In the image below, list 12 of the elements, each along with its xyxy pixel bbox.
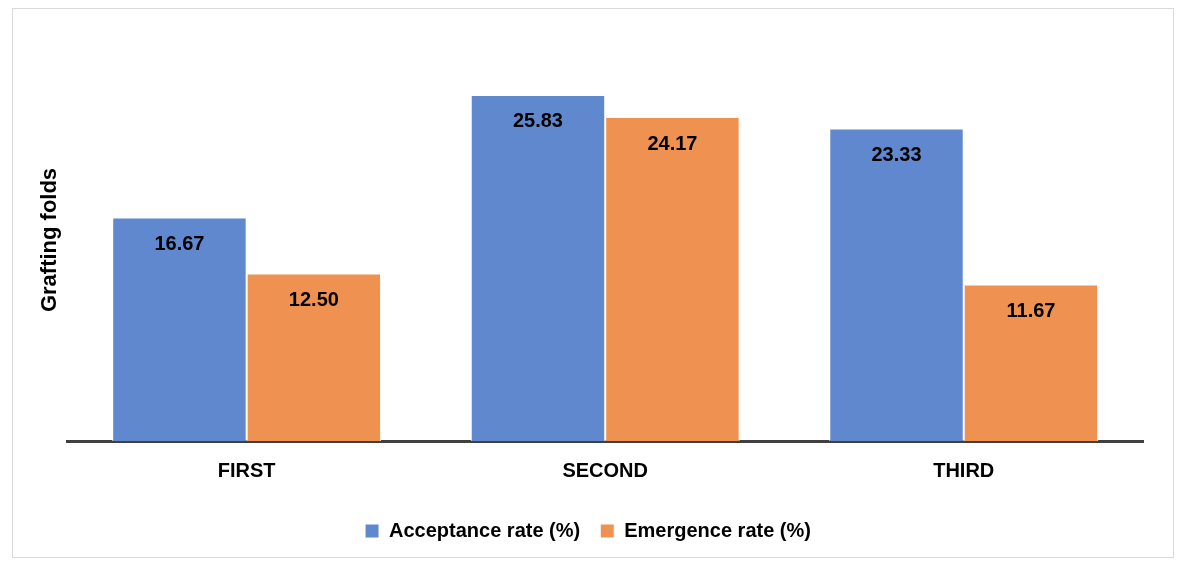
x-tick-label: SECOND (562, 458, 648, 481)
legend-label: Emergence rate (%) (624, 518, 811, 541)
data-label: 25.83 (512, 109, 564, 132)
x-tick-label: THIRD (933, 458, 995, 481)
data-label: 16.67 (154, 232, 205, 255)
data-label: 11.67 (1006, 299, 1056, 322)
data-label: 24.17 (647, 131, 698, 154)
data-label: 23.33 (871, 142, 922, 165)
x-tick-label: FIRST (217, 458, 276, 481)
y-axis-title: Grafting folds (36, 167, 62, 313)
data-label: 12.50 (288, 288, 339, 311)
legend-label: Acceptance rate (%) (389, 518, 581, 541)
